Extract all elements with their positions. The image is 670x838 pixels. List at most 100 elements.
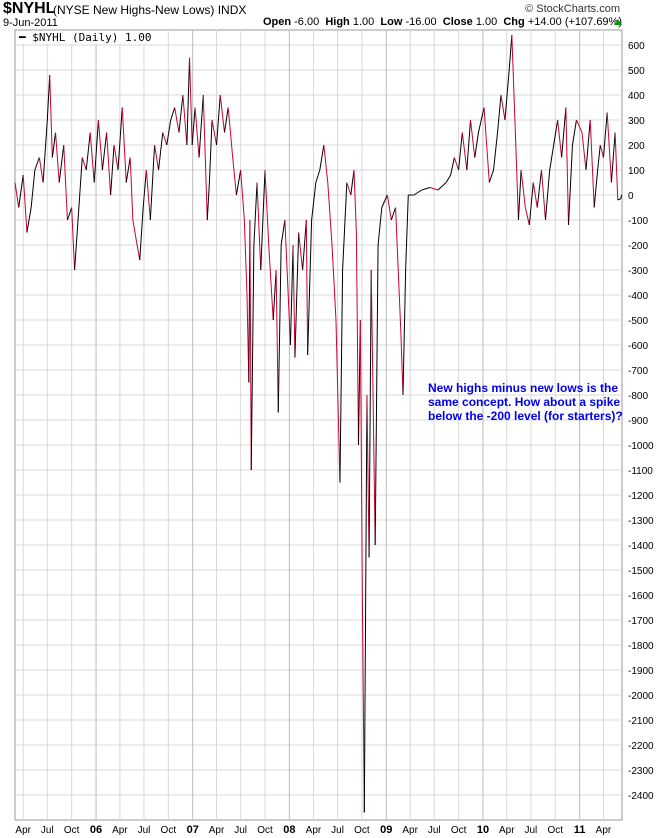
series-segment [374, 244, 379, 546]
chg-label: Chg [503, 16, 525, 28]
series-segment [511, 34, 517, 146]
series-segment [470, 119, 476, 158]
y-tick-label: -1200 [628, 491, 654, 502]
series-segment [223, 107, 229, 133]
series-segment [110, 144, 115, 196]
series-segment [335, 319, 341, 483]
series-segment [22, 174, 28, 233]
y-tick-label: -2300 [628, 766, 654, 777]
series-segment [250, 244, 255, 471]
series-segment [42, 119, 48, 183]
y-tick-label: -100 [628, 216, 648, 227]
series-segment [166, 119, 172, 146]
series-segment [74, 219, 79, 271]
y-tick-label: -1800 [628, 641, 654, 652]
series-segment [493, 132, 499, 171]
y-tick-label: -200 [628, 241, 648, 252]
series-segment [106, 132, 112, 196]
x-tick-label: Apr [499, 825, 515, 836]
series-segment [174, 107, 180, 133]
series-segment [232, 157, 237, 196]
x-tick-label: Apr [112, 825, 128, 836]
series-segment [158, 132, 164, 171]
high-value: 1.00 [352, 16, 375, 28]
series-segment [129, 157, 134, 221]
series-segment [413, 189, 423, 196]
y-tick-label: 500 [628, 66, 645, 77]
y-tick-label: -2200 [628, 741, 654, 752]
y-tick-label: -300 [628, 266, 648, 277]
series-segment [202, 94, 208, 221]
series-segment [458, 132, 463, 171]
x-tick-label: Jul [331, 825, 344, 836]
series-segment [402, 269, 407, 396]
high-label: High [325, 16, 350, 28]
series-segment [437, 182, 447, 191]
x-tick-label: 08 [283, 824, 295, 836]
series-segment [461, 132, 468, 171]
y-tick-label: -600 [628, 341, 648, 352]
series-segment [235, 169, 242, 196]
series-segment [602, 112, 608, 158]
annotation: New highs minus new lows is the same con… [428, 381, 623, 423]
y-tick-label: -500 [628, 316, 648, 327]
x-tick-label: Apr [209, 825, 225, 836]
series-segment [450, 157, 455, 176]
series-segment [206, 182, 210, 221]
series-segment [353, 169, 357, 233]
series-segment [142, 169, 147, 208]
series-segment [66, 207, 73, 221]
series-segment [302, 219, 307, 271]
series-segment [264, 169, 270, 246]
series-segment [620, 194, 623, 199]
y-tick-label: -1000 [628, 441, 654, 452]
series-segment [474, 132, 479, 158]
copyright: © StockCharts.com [525, 3, 620, 15]
chg-value: +14.00 (+107.69%) [527, 16, 622, 28]
series-segment [610, 132, 616, 183]
ohlc-readout: Open -6.00 High 1.00 Low -16.00 Close 1.… [263, 16, 622, 28]
x-tick-label: Jul [428, 825, 441, 836]
series-segment [453, 157, 460, 171]
series-segment [508, 34, 513, 71]
series-segment [191, 107, 196, 146]
series-segment [186, 57, 191, 146]
series-segment [497, 94, 502, 133]
series-segment [292, 244, 296, 358]
series-segment [597, 144, 601, 171]
legend: ━ $NYHL (Daily) 1.00 [16, 31, 155, 44]
series-segment [121, 107, 127, 183]
series-segment [198, 94, 204, 158]
series-segment [249, 219, 252, 471]
plot-area [14, 29, 623, 821]
series-segment [488, 169, 495, 183]
series-segment [581, 132, 587, 171]
series-segment [208, 119, 213, 183]
series-segment [260, 169, 266, 271]
series-segment [400, 332, 404, 396]
series-segment [528, 182, 534, 226]
series-segment [477, 107, 485, 133]
y-tick-label: -1500 [628, 566, 654, 577]
up-arrow-icon [614, 19, 622, 25]
symbol: $NYHL [3, 0, 56, 17]
series-segment [377, 207, 383, 246]
series-segment [268, 244, 274, 321]
series-segment [154, 144, 160, 171]
series-segment [466, 119, 472, 171]
series-segment [18, 174, 24, 208]
x-tick-label: 10 [477, 824, 489, 836]
open-label: Open [262, 16, 292, 28]
series-segment [571, 119, 577, 146]
series-segment [277, 244, 282, 413]
series-segment [253, 182, 258, 246]
series-segment [113, 144, 119, 171]
x-tick-label: Apr [306, 825, 322, 836]
series-segment [372, 394, 376, 546]
x-tick-label: Oct [547, 825, 563, 836]
series-segment [14, 182, 20, 208]
series-segment [170, 107, 176, 121]
series-segment [101, 132, 108, 171]
x-tick-label: 09 [380, 824, 392, 836]
